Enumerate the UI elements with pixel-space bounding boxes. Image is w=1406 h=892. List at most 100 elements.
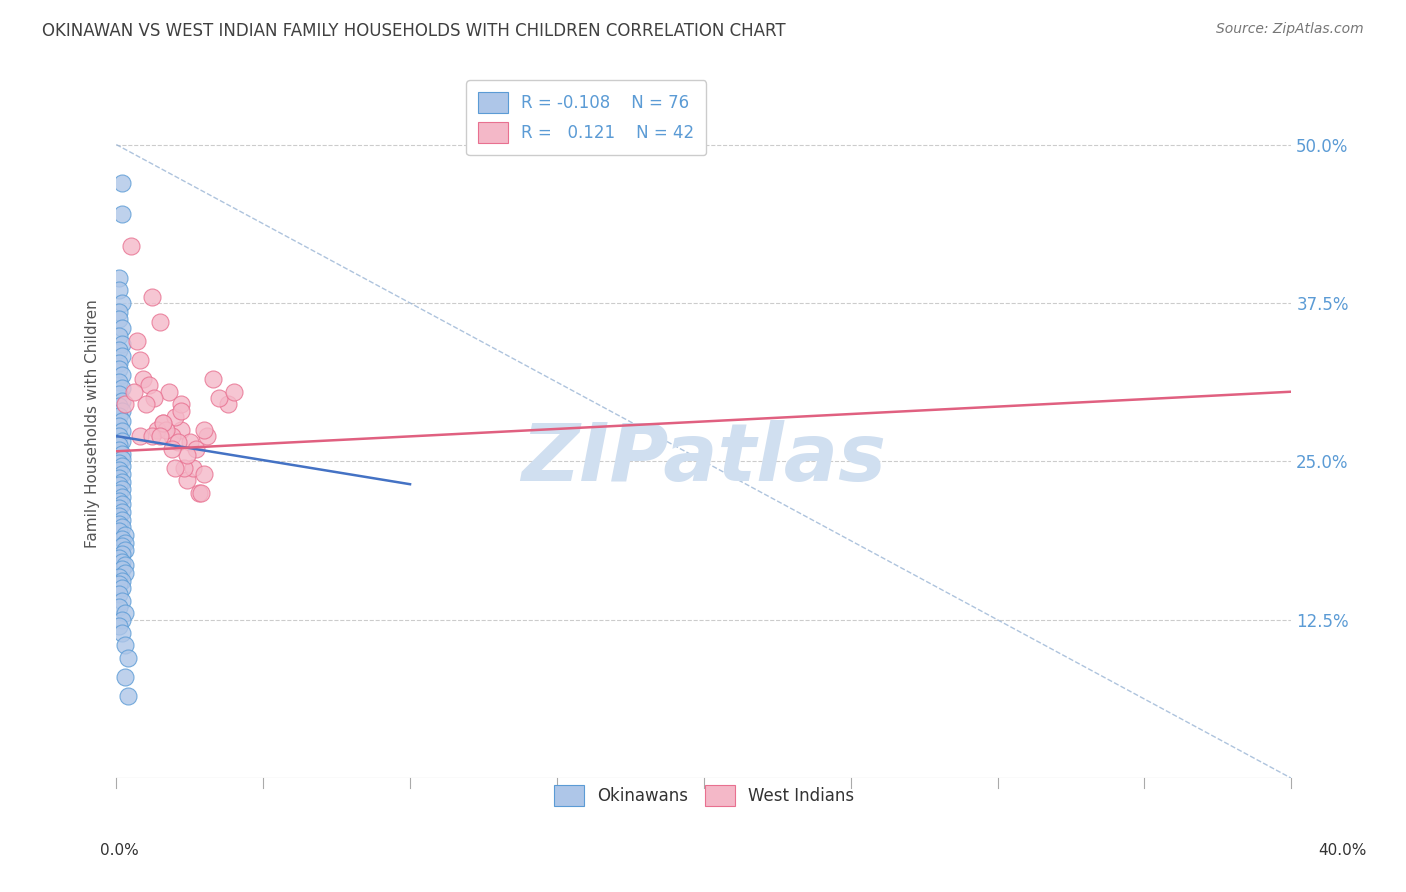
Point (202, 372, 225, 386)
Point (108, 478, 131, 492)
Point (108, 619, 131, 633)
Point (195, 429, 218, 443)
Point (111, 451, 134, 466)
Text: OKINAWAN VS WEST INDIAN FAMILY HOUSEHOLDS WITH CHILDREN CORRELATION CHART: OKINAWAN VS WEST INDIAN FAMILY HOUSEHOLD… (42, 22, 786, 40)
Point (108, 501, 131, 516)
Point (108, 409, 131, 423)
Point (111, 594, 134, 608)
Point (117, 650, 139, 665)
Point (111, 336, 134, 351)
Point (157, 384, 180, 399)
Point (149, 429, 172, 443)
Point (108, 516, 131, 531)
Point (111, 424, 134, 438)
Point (111, 520, 134, 534)
Point (170, 397, 193, 411)
Point (111, 296, 134, 310)
Point (108, 442, 131, 457)
Point (108, 438, 131, 452)
Point (111, 414, 134, 428)
Point (108, 270, 131, 285)
Point (111, 368, 134, 383)
Point (167, 435, 190, 450)
Point (114, 397, 136, 411)
Point (111, 381, 134, 395)
Point (111, 434, 134, 449)
Point (152, 417, 174, 431)
Point (114, 607, 136, 621)
Point (170, 403, 193, 417)
Point (108, 362, 131, 376)
Point (108, 329, 131, 343)
Point (128, 429, 150, 443)
Point (108, 418, 131, 433)
Point (111, 513, 134, 527)
Point (111, 349, 134, 363)
Point (111, 532, 134, 546)
Point (111, 498, 134, 512)
Point (176, 474, 198, 488)
Point (152, 417, 174, 431)
Point (111, 403, 134, 417)
Point (160, 429, 183, 443)
Point (114, 535, 136, 549)
Point (108, 456, 131, 470)
Point (132, 372, 155, 386)
Point (114, 543, 136, 558)
Point (108, 570, 131, 584)
Point (179, 435, 201, 450)
Point (146, 423, 169, 437)
Text: 40.0%: 40.0% (1319, 843, 1367, 858)
Point (141, 429, 163, 443)
Point (135, 397, 157, 411)
Point (138, 378, 160, 392)
Point (108, 486, 131, 500)
Point (111, 555, 134, 569)
Point (176, 448, 198, 462)
Point (111, 483, 134, 497)
Point (120, 239, 142, 253)
Point (117, 689, 139, 703)
Point (111, 505, 134, 519)
Text: 0.0%: 0.0% (100, 843, 139, 858)
Text: Source: ZipAtlas.com: Source: ZipAtlas.com (1216, 22, 1364, 37)
Point (128, 353, 150, 368)
Point (193, 423, 215, 437)
Point (114, 566, 136, 580)
Point (108, 524, 131, 538)
Point (108, 463, 131, 477)
Point (111, 459, 134, 474)
Point (108, 387, 131, 401)
Point (122, 384, 145, 399)
Point (111, 447, 134, 461)
Point (163, 410, 186, 425)
Point (111, 539, 134, 553)
Point (111, 207, 134, 221)
Point (149, 315, 172, 329)
Point (111, 562, 134, 576)
Point (111, 467, 134, 481)
Point (111, 574, 134, 588)
Point (160, 442, 183, 456)
Point (108, 471, 131, 485)
Point (108, 508, 131, 523)
Point (111, 176, 134, 190)
Point (108, 343, 131, 357)
Point (108, 312, 131, 326)
Point (184, 442, 207, 456)
Point (170, 423, 193, 437)
Y-axis label: Family Households with Children: Family Households with Children (86, 299, 100, 548)
Point (108, 493, 131, 508)
Point (217, 397, 239, 411)
Point (114, 558, 136, 573)
Point (193, 467, 215, 481)
Point (111, 490, 134, 504)
Point (141, 290, 163, 304)
Point (155, 423, 177, 437)
Point (108, 577, 131, 591)
Point (114, 638, 136, 652)
Point (114, 528, 136, 542)
Point (111, 393, 134, 408)
Point (125, 334, 148, 348)
Point (108, 305, 131, 319)
